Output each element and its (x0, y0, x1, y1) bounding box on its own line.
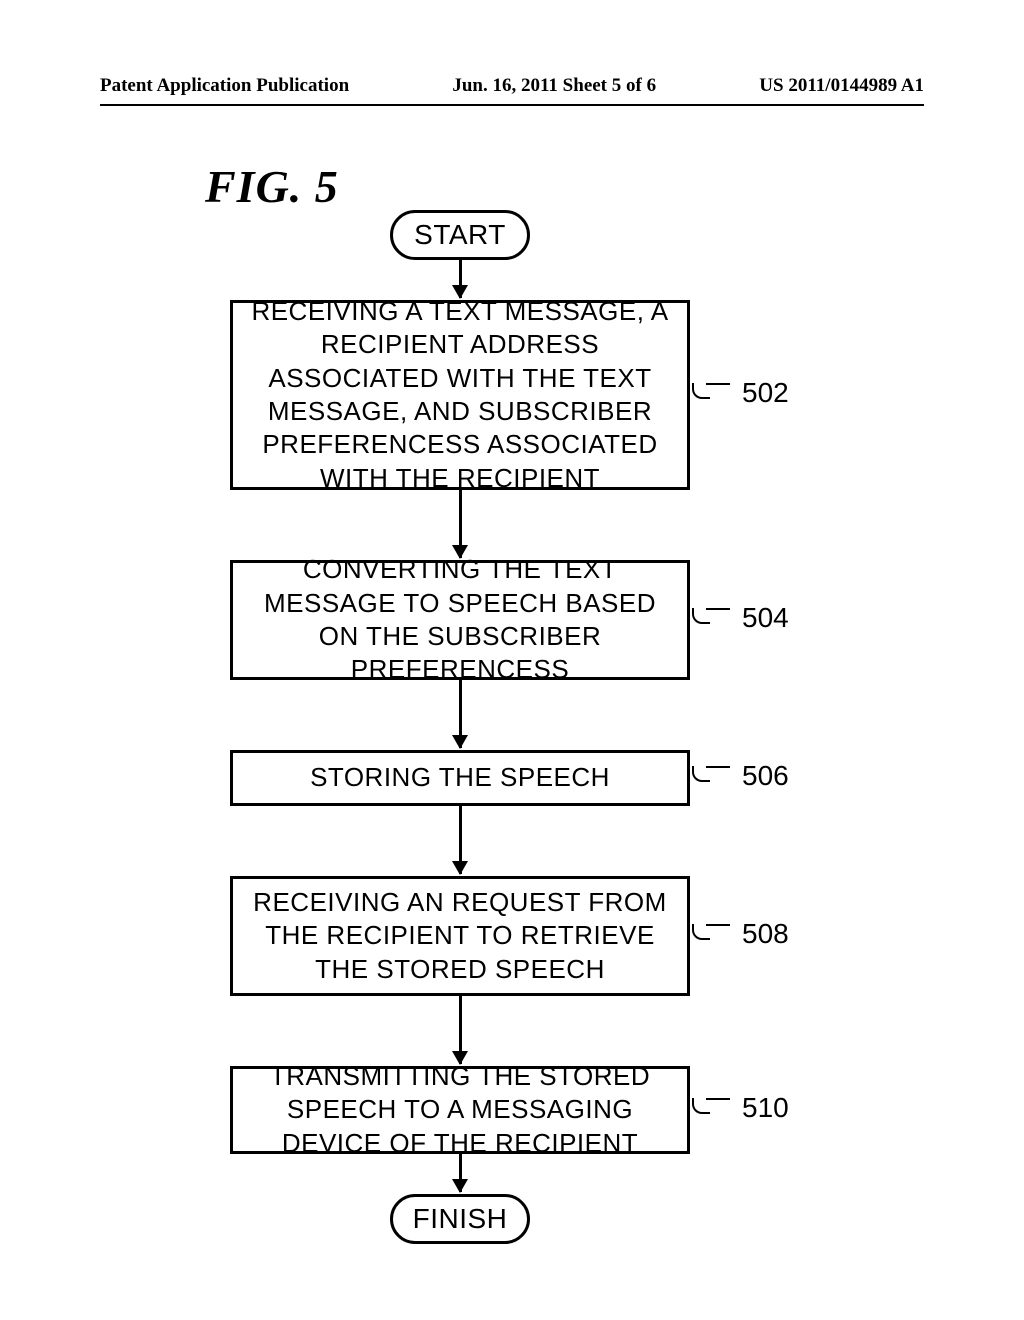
patent-header: Patent Application Publication Jun. 16, … (0, 75, 1024, 97)
arrow-s508-s510 (459, 996, 462, 1064)
header-left: Patent Application Publication (100, 75, 349, 97)
ref-506: 506 (742, 760, 789, 792)
figure-label: FIG. 5 (205, 160, 339, 213)
process-s504: CONVERTING THE TEXT MESSAGE TO SPEECH BA… (230, 560, 690, 680)
terminal-finish: FINISH (390, 1194, 530, 1244)
ref-510: 510 (742, 1092, 789, 1124)
arrow-s502-s504 (459, 490, 462, 558)
page: Patent Application Publication Jun. 16, … (0, 0, 1024, 1320)
arrow-s504-s506 (459, 680, 462, 748)
ref-502: 502 (742, 377, 789, 409)
leader-curve-506 (692, 766, 710, 782)
leader-line-502 (706, 383, 730, 385)
terminal-start: START (390, 210, 530, 260)
leader-line-504 (706, 608, 730, 610)
ref-508: 508 (742, 918, 789, 950)
arrow-s510-finish (459, 1154, 462, 1192)
leader-curve-504 (692, 608, 710, 624)
process-s502: RECEIVING A TEXT MESSAGE, A RECIPIENT AD… (230, 300, 690, 490)
header-rule (100, 104, 924, 106)
leader-curve-510 (692, 1098, 710, 1114)
leader-line-508 (706, 924, 730, 926)
header-center: Jun. 16, 2011 Sheet 5 of 6 (452, 75, 656, 97)
arrow-s506-s508 (459, 806, 462, 874)
leader-curve-508 (692, 924, 710, 940)
process-s508: RECEIVING AN REQUEST FROM THE RECIPIENT … (230, 876, 690, 996)
process-s510: TRANSMITTING THE STORED SPEECH TO A MESS… (230, 1066, 690, 1154)
ref-504: 504 (742, 602, 789, 634)
leader-curve-502 (692, 383, 710, 399)
process-s506: STORING THE SPEECH (230, 750, 690, 806)
arrow-start-s502 (459, 260, 462, 298)
leader-line-506 (706, 766, 730, 768)
leader-line-510 (706, 1098, 730, 1100)
header-right: US 2011/0144989 A1 (759, 75, 924, 97)
